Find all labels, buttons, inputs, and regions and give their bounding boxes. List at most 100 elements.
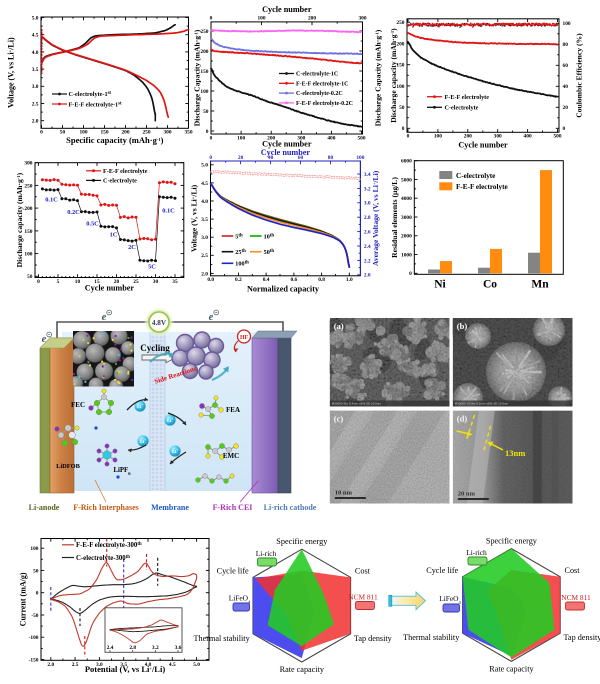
svg-text:4.5: 4.5 [169,662,176,668]
svg-text:200: 200 [267,135,275,141]
svg-text:0: 0 [210,135,213,141]
svg-text:C-electrolyte-1C: C-electrolyte-1C [296,72,338,78]
svg-text:35: 35 [172,279,178,285]
svg-text:250: 250 [142,130,150,136]
svg-text:3.6: 3.6 [175,645,182,651]
svg-text:2.0: 2.0 [201,271,208,277]
svg-text:F-E-F electrolyte: F-E-F electrolyte [103,168,148,175]
svg-text:4.5: 4.5 [32,33,39,39]
svg-text:3.2: 3.2 [152,645,159,651]
svg-text:e: e [209,312,214,323]
svg-text:Cost: Cost [355,566,371,575]
svg-text:2.0: 2.0 [47,662,54,668]
svg-text:Cycle life: Cycle life [217,566,249,575]
svg-text:2.6: 2.6 [364,230,371,236]
svg-text:350: 350 [184,130,192,136]
svg-text:F-Rich Interphases: F-Rich Interphases [73,503,139,512]
svg-text:200: 200 [200,49,208,55]
svg-text:0.6: 0.6 [291,277,298,283]
svg-text:Mn: Mn [531,279,549,291]
svg-text:3.5: 3.5 [120,662,127,668]
svg-text:3.4: 3.4 [364,172,371,178]
svg-text:M30000 10.0kv 9.1mm x50k SE 10: M30000 10.0kv 9.1mm x50k SE 10.0um [455,402,509,406]
svg-text:Thermal stability: Thermal stability [194,634,251,643]
svg-text:2.2: 2.2 [364,258,371,264]
svg-text:2.4: 2.4 [107,645,114,651]
svg-text:Membrane: Membrane [151,503,189,512]
svg-text:50: 50 [27,274,33,280]
svg-text:LiPF6: LiPF6 [113,467,131,476]
svg-text:2.4: 2.4 [364,244,371,250]
svg-text:-100: -100 [29,635,39,641]
svg-text:0: 0 [40,130,43,136]
svg-text:Co: Co [483,279,497,291]
svg-text:10 nm: 10 nm [335,490,353,497]
svg-text:50: 50 [203,109,209,115]
svg-text:Current (mA/g): Current (mA/g) [19,572,28,626]
svg-text:2.8: 2.8 [129,645,136,651]
svg-text:400: 400 [327,135,335,141]
svg-text:100th: 100th [235,260,249,268]
svg-text:-50: -50 [31,613,38,619]
svg-text:0: 0 [209,155,212,161]
svg-text:20: 20 [238,155,244,161]
svg-text:(a): (a) [334,321,344,331]
svg-text:0.5C: 0.5C [86,221,99,228]
svg-text:Li+: Li+ [172,448,178,454]
svg-text:2000: 2000 [401,234,412,240]
svg-text:100: 100 [434,134,442,140]
svg-text:LiDFOB: LiDFOB [56,463,81,470]
svg-text:Specific capacity (mAh·g-1): Specific capacity (mAh·g-1) [66,135,163,145]
svg-text:NCM 811: NCM 811 [348,593,378,602]
svg-text:1C: 1C [110,232,118,239]
svg-text:C-electrolyte-300th: C-electrolyte-300th [76,554,130,562]
svg-text:Rate capacity: Rate capacity [280,665,325,674]
svg-text:2.5: 2.5 [201,253,208,259]
svg-text:5C: 5C [148,264,156,271]
svg-text:-150: -150 [29,657,39,663]
svg-text:F-E-F electrolyte-1C: F-E-F electrolyte-1C [296,81,348,87]
svg-text:3.0: 3.0 [364,201,371,207]
svg-text:0.1C: 0.1C [162,208,175,215]
svg-text:3.0: 3.0 [96,662,103,668]
svg-text:4.0: 4.0 [32,50,39,56]
svg-text:2.5: 2.5 [32,101,39,107]
svg-text:Cycle number: Cycle number [458,141,508,150]
svg-text:Cycle life: Cycle life [426,566,458,575]
svg-text:0.2C: 0.2C [67,209,80,216]
svg-text:0: 0 [409,271,412,277]
svg-text:NCM 811: NCM 811 [561,593,591,602]
svg-text:200: 200 [121,130,129,136]
svg-text:Discharge Capacity (mAh·g-1): Discharge Capacity (mAh·g-1) [374,29,383,126]
svg-text:Voltage (V, vs Li+/Li): Voltage (V, vs Li+/Li) [7,37,16,108]
svg-text:2.5: 2.5 [72,662,79,668]
svg-text:0: 0 [402,126,405,132]
svg-text:0.4: 0.4 [263,277,270,283]
svg-text:0.2: 0.2 [235,277,242,283]
svg-text:4.0: 4.0 [201,199,208,205]
svg-text:30: 30 [153,279,159,285]
svg-text:5.0: 5.0 [201,163,208,169]
svg-text:3.0: 3.0 [201,235,208,241]
svg-text:2.8: 2.8 [364,215,371,221]
svg-text:5th: 5th [235,233,243,241]
svg-text:50: 50 [60,130,66,136]
svg-text:Li-rich cathode: Li-rich cathode [264,503,317,512]
svg-text:LiFeO4: LiFeO4 [439,594,461,605]
svg-text:0: 0 [210,15,213,21]
svg-text:Li-rich: Li-rich [466,548,487,557]
svg-text:80: 80 [563,42,569,48]
svg-text:Li-rich: Li-rich [256,549,277,558]
svg-text:Normalized capacity: Normalized capacity [247,285,320,294]
svg-text:2C: 2C [128,244,136,251]
svg-text:0.1C: 0.1C [45,197,58,204]
svg-text:100: 100 [79,130,87,136]
svg-text:40: 40 [268,155,274,161]
svg-text:(d): (d) [457,414,468,424]
svg-text:60: 60 [563,63,569,69]
svg-text:300: 300 [494,134,502,140]
svg-text:100: 100 [563,21,571,27]
svg-text:100: 100 [396,84,404,90]
svg-text:Cycle number: Cycle number [261,148,311,157]
svg-text:100: 100 [237,135,245,141]
